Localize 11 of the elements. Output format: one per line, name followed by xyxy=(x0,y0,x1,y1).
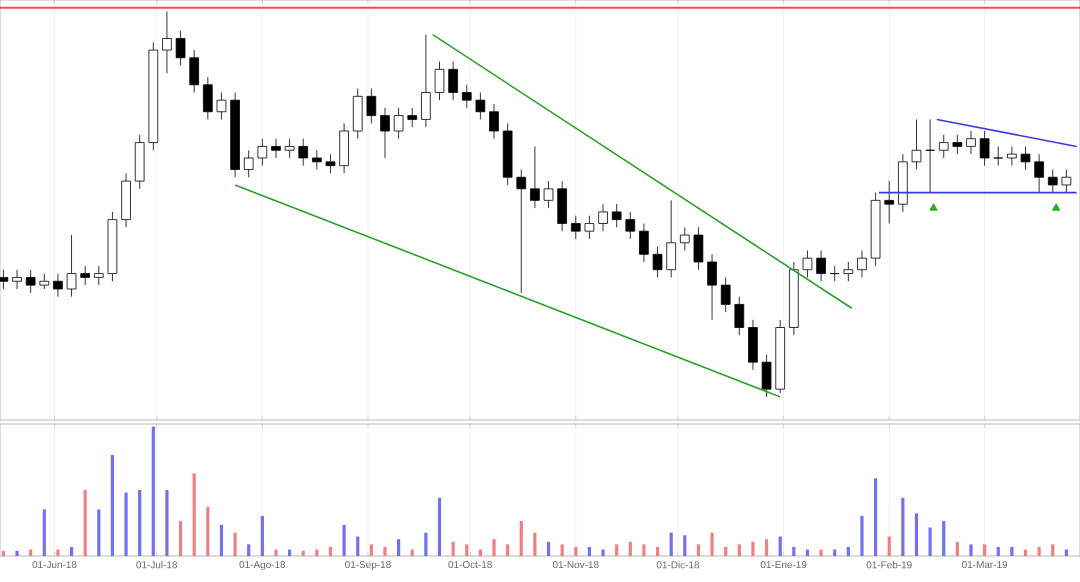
candlestick xyxy=(598,203,608,232)
candlestick xyxy=(843,261,854,282)
candlestick xyxy=(380,107,390,159)
candlestick xyxy=(0,269,9,290)
candlestick xyxy=(857,250,867,278)
candlestick xyxy=(271,138,281,159)
candlestick xyxy=(966,130,976,155)
candlestick xyxy=(993,146,1004,167)
candlestick xyxy=(489,103,499,140)
candlestick xyxy=(12,269,22,290)
candlestick xyxy=(979,130,990,167)
